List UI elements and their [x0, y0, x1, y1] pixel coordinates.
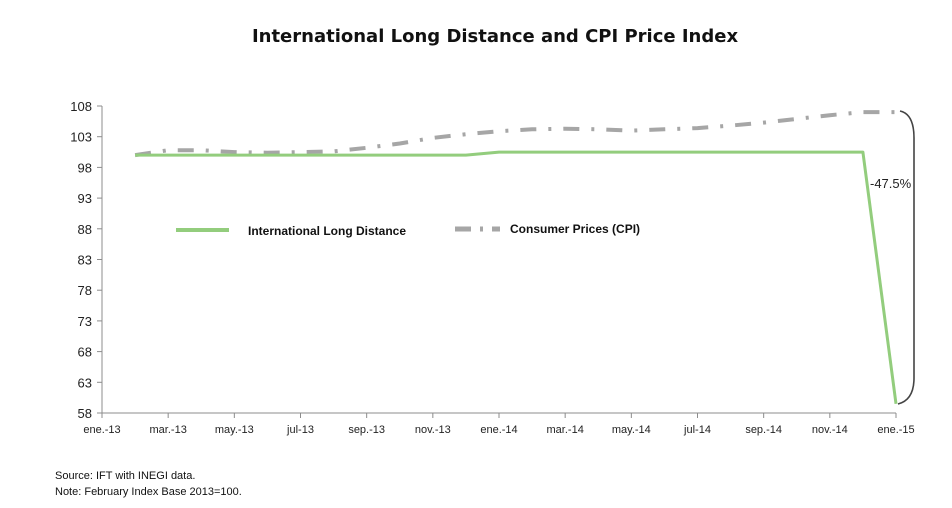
- x-tick-label: may.-13: [215, 424, 254, 436]
- x-tick-label: ene.-15: [877, 424, 914, 436]
- legend-label-international-long-distance: International Long Distance: [248, 224, 406, 238]
- x-tick-label: mar.-13: [150, 424, 187, 436]
- legend-label-consumer-prices: Consumer Prices (CPI): [510, 222, 640, 236]
- x-tick-label: may.-14: [612, 424, 651, 436]
- y-tick-label: 88: [78, 222, 92, 237]
- y-tick-label: 103: [70, 130, 92, 145]
- change-annotation: -47.5%: [870, 110, 915, 405]
- x-tick-label: ene.-14: [480, 424, 517, 436]
- chart-title: International Long Distance and CPI Pric…: [252, 26, 739, 47]
- legend: International Long Distance Consumer Pri…: [176, 222, 640, 238]
- series-line-international-long-distance: [135, 150, 898, 404]
- y-tick-label: 63: [78, 375, 92, 390]
- series-line-consumer-prices: [134, 110, 896, 158]
- x-tick-label: jul-14: [683, 424, 711, 436]
- source-note: Source: IFT with INEGI data.: [55, 470, 196, 482]
- x-tick-label: nov.-13: [415, 424, 451, 436]
- x-axis: ene.-13 mar.-13 may.-13 jul-13 sep.-13 nov.-1…: [83, 412, 915, 436]
- y-tick-label: 98: [78, 160, 92, 175]
- y-tick-label: 93: [78, 191, 92, 206]
- x-tick-label: ene.-13: [83, 424, 120, 436]
- change-annotation-label: -47.5%: [870, 176, 912, 191]
- y-tick-label: 78: [78, 283, 92, 298]
- x-tick-label: mar.-14: [547, 424, 584, 436]
- y-tick-label: 73: [78, 314, 92, 329]
- y-tick-label: 108: [70, 99, 92, 114]
- series-layer: [134, 110, 898, 404]
- y-tick-label: 58: [78, 406, 92, 421]
- x-tick-label: sep.-13: [348, 424, 385, 436]
- x-tick-label: jul-13: [286, 424, 314, 436]
- x-tick-label: nov.-14: [812, 424, 848, 436]
- y-tick-label: 83: [78, 253, 92, 268]
- x-tick-label: sep.-14: [745, 424, 782, 436]
- change-bracket: [897, 110, 915, 405]
- y-axis: 108 103 98 93 88 83 78 73 68 63 58: [70, 99, 103, 421]
- index-base-note: Note: February Index Base 2013=100.: [55, 486, 242, 498]
- y-tick-label: 68: [78, 345, 92, 360]
